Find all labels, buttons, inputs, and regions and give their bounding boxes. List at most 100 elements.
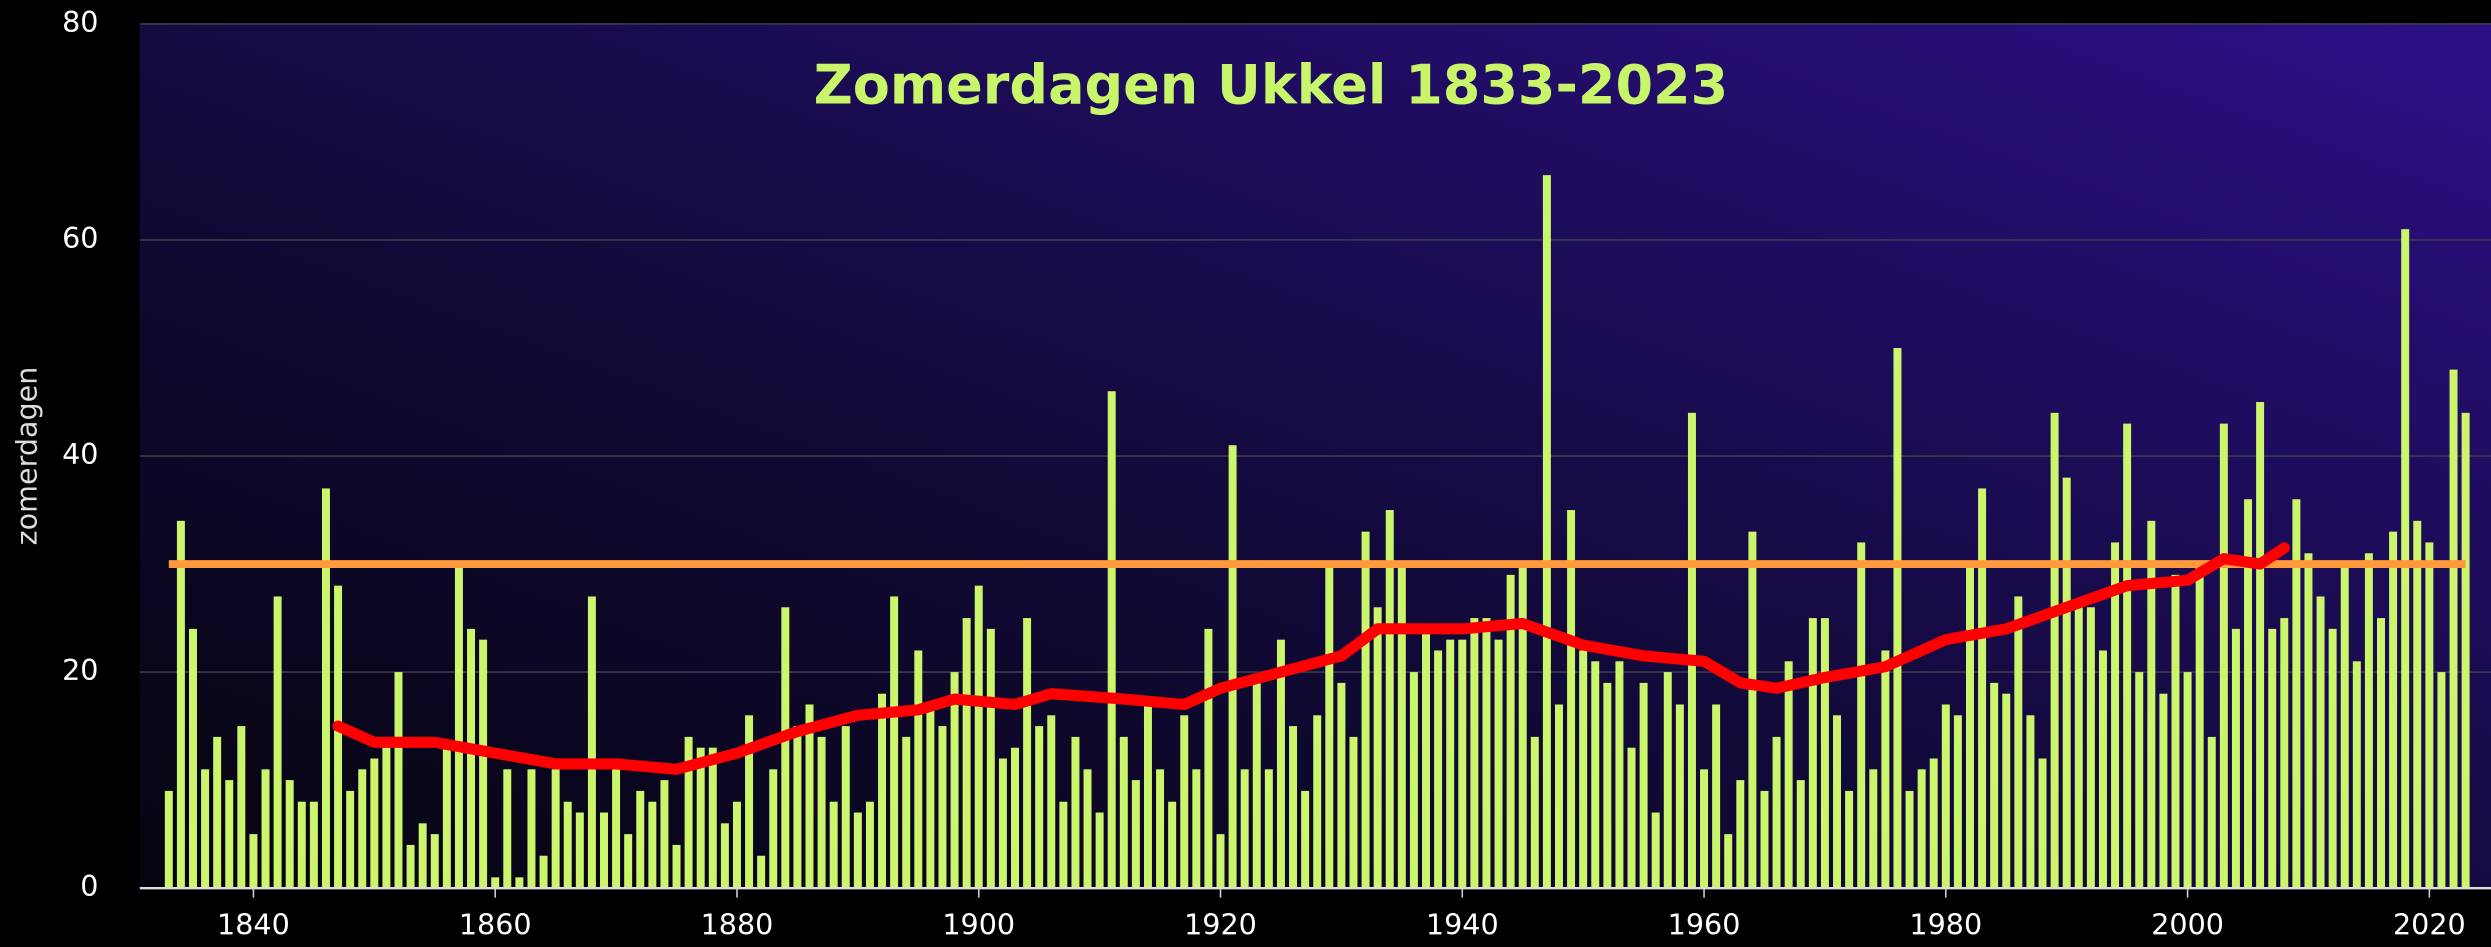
bar (1808, 618, 1817, 889)
bar (249, 834, 258, 889)
bar (491, 877, 500, 889)
bar (2050, 412, 2059, 889)
bar (454, 564, 463, 889)
bar (684, 736, 693, 889)
bar (2268, 628, 2277, 889)
bar (2280, 618, 2289, 889)
bar (418, 823, 427, 889)
bar (442, 747, 451, 889)
bar (974, 585, 983, 889)
y-tick-label: 80 (62, 5, 98, 39)
bar (878, 693, 887, 889)
bar (1458, 639, 1467, 889)
bar (1107, 391, 1116, 889)
bar (297, 801, 306, 889)
x-tick-label: 1880 (701, 907, 774, 941)
bar (708, 747, 717, 889)
bar (1216, 834, 1225, 889)
bar (1035, 726, 1044, 889)
bar (1240, 769, 1249, 889)
bar (1422, 628, 1430, 889)
bar (660, 780, 669, 889)
bar (515, 877, 524, 889)
bar (1349, 736, 1358, 889)
bar (902, 736, 911, 889)
bar (1724, 834, 1733, 889)
bar (563, 801, 572, 889)
bar (1168, 801, 1177, 889)
bar (865, 801, 874, 889)
bar (1603, 682, 1612, 889)
bar (2074, 607, 2083, 889)
bar (2377, 618, 2385, 889)
bar (2461, 412, 2470, 889)
bar (2352, 661, 2361, 889)
bar (1023, 618, 1032, 889)
y-tick-label: 20 (62, 653, 98, 687)
bar (1192, 769, 1201, 889)
bar (2123, 423, 2132, 889)
bar (1663, 672, 1672, 889)
bar (1276, 639, 1285, 889)
x-tick-label: 1840 (217, 907, 290, 941)
bar (1712, 704, 1721, 889)
bar (2147, 520, 2156, 889)
bar (1095, 812, 1104, 889)
bar (261, 769, 270, 889)
bar (938, 726, 947, 889)
bar (1639, 682, 1648, 889)
bar (503, 769, 512, 889)
x-tick-label: 2020 (2393, 907, 2466, 941)
bar (1252, 682, 1261, 889)
bar (890, 596, 899, 889)
bar (1047, 715, 1056, 889)
bar (2159, 693, 2168, 889)
bar (2256, 402, 2265, 889)
bar (2111, 542, 2120, 889)
bar (2207, 736, 2216, 889)
bar (1373, 607, 1382, 889)
bar (1917, 769, 1926, 889)
bar (1337, 682, 1346, 889)
bar (539, 855, 548, 889)
bar (1083, 769, 1092, 889)
bar (213, 736, 222, 889)
bar (1494, 639, 1503, 889)
bar (358, 769, 367, 889)
bar (2231, 628, 2240, 889)
bar (1071, 736, 1080, 889)
bar (2014, 596, 2023, 889)
bar (2183, 672, 2192, 889)
bar (479, 639, 488, 889)
bar (1397, 564, 1406, 889)
bar (201, 769, 210, 889)
y-tick-label: 0 (80, 869, 98, 903)
bar (757, 855, 766, 889)
bar (1857, 542, 1866, 889)
bar (926, 704, 935, 889)
bar (1591, 661, 1600, 889)
bar (1542, 175, 1551, 889)
bar (1953, 715, 1962, 889)
bar (1772, 736, 1781, 889)
bar (1567, 510, 1576, 889)
bar (2340, 564, 2349, 889)
bar (1264, 769, 1273, 889)
bar (164, 790, 173, 889)
bar (1313, 715, 1322, 889)
bar (2171, 574, 2180, 889)
bar (1845, 790, 1854, 889)
bar (1651, 812, 1660, 889)
bar (2002, 693, 2011, 889)
x-tick-label: 1900 (942, 907, 1015, 941)
bar (382, 747, 391, 889)
bar (273, 596, 282, 889)
bar (370, 758, 379, 889)
y-tick-label: 60 (62, 221, 98, 255)
bar (551, 769, 560, 889)
bar (769, 769, 778, 889)
bar (1978, 488, 1987, 889)
bar (1180, 715, 1189, 889)
bar (430, 834, 439, 889)
bar (1361, 531, 1370, 889)
